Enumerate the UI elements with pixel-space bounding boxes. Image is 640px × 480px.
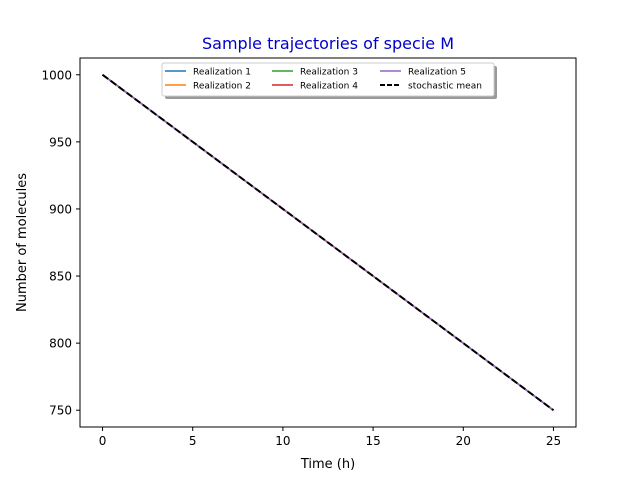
y-tick-label: 750 xyxy=(49,404,72,418)
x-tick-label: 0 xyxy=(99,434,107,448)
y-tick-label: 1000 xyxy=(41,68,72,82)
legend-label-6: stochastic mean xyxy=(408,82,482,92)
plot-frame xyxy=(79,57,577,428)
x-tick-label: 5 xyxy=(189,434,197,448)
y-axis-label: Number of molecules xyxy=(15,173,30,312)
y-axis: 750 800 850 900 950 1000 xyxy=(41,68,80,418)
legend-box xyxy=(161,62,495,97)
x-tick-label: 10 xyxy=(275,434,290,448)
y-tick-label: 900 xyxy=(49,202,72,216)
x-tick-label: 15 xyxy=(365,434,380,448)
series-layer xyxy=(101,73,555,412)
y-tick-label: 800 xyxy=(49,337,72,351)
x-axis-label: Time (h) xyxy=(300,457,355,472)
x-axis: 0 5 10 15 20 25 xyxy=(99,427,561,448)
legend-label-5: Realization 5 xyxy=(408,68,466,78)
series-line-6 xyxy=(101,73,555,412)
legend-label-3: Realization 3 xyxy=(300,68,358,78)
x-tick-label: 20 xyxy=(456,434,471,448)
legend-label-2: Realization 2 xyxy=(193,82,251,92)
legend-label-1: Realization 1 xyxy=(193,68,251,78)
legend-label-4: Realization 4 xyxy=(300,82,358,92)
y-tick-label: 850 xyxy=(49,270,72,284)
chart-title: Sample trajectories of specie M xyxy=(202,34,454,53)
legend: Realization 1 Realization 2 Realization 3 R… xyxy=(161,62,497,99)
x-tick-label: 25 xyxy=(546,434,561,448)
y-tick-label: 950 xyxy=(49,135,72,149)
